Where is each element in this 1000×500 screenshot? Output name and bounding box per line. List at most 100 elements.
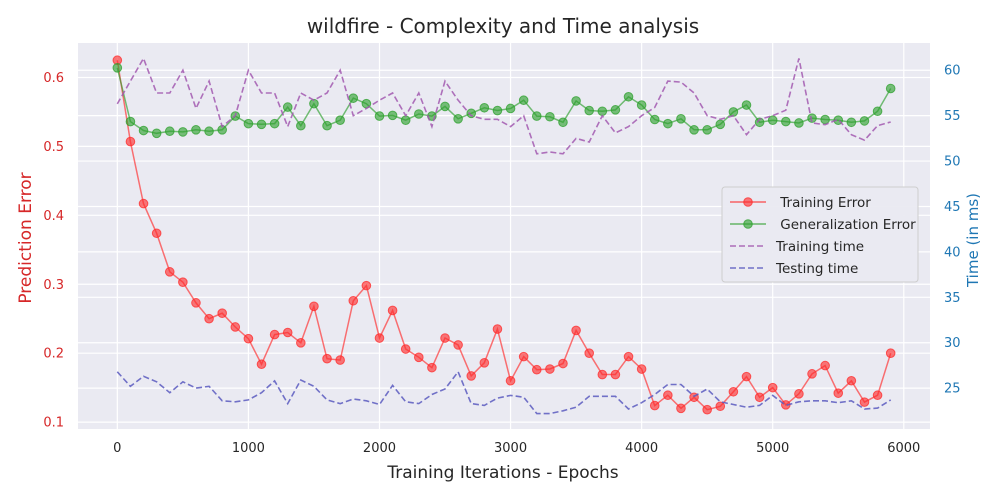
data-point-generalization-error	[296, 120, 306, 131]
data-point-generalization-error	[846, 117, 857, 128]
data-point-training-error	[623, 351, 634, 362]
data-point-training-error	[335, 355, 345, 365]
data-point-generalization-error	[191, 125, 201, 135]
legend-marker	[743, 219, 753, 229]
legend-item-training-error: Training Error	[730, 195, 871, 211]
data-point-training-error	[833, 388, 844, 398]
data-point-training-error	[492, 324, 503, 334]
data-point-training-error	[282, 327, 293, 338]
data-point-generalization-error	[885, 83, 896, 94]
legend-item-training-time: Training time	[730, 239, 864, 255]
y-right-tick-label: 30	[944, 336, 961, 351]
data-point-generalization-error	[151, 128, 162, 139]
x-tick-label: 4000	[625, 441, 658, 456]
data-point-training-error	[846, 375, 857, 386]
data-point-generalization-error	[335, 115, 345, 125]
data-point-training-error	[479, 358, 490, 368]
data-point-generalization-error	[794, 118, 804, 128]
data-point-training-error	[531, 364, 542, 375]
series-line-training-time	[116, 56, 891, 155]
data-point-training-error	[754, 392, 765, 403]
legend-item-testing-time: Testing time	[730, 261, 858, 277]
x-tick-label: 0	[113, 441, 121, 456]
data-point-training-error	[820, 360, 830, 371]
y-right-tick-label: 25	[944, 382, 961, 397]
data-point-generalization-error	[479, 102, 490, 113]
data-point-training-error	[885, 348, 896, 358]
data-point-training-error	[676, 403, 686, 414]
data-point-generalization-error	[820, 114, 830, 125]
data-point-generalization-error	[741, 100, 752, 110]
data-point-training-error	[414, 352, 424, 363]
data-point-training-error	[872, 390, 883, 401]
data-point-training-error	[466, 371, 477, 381]
data-point-training-error	[453, 340, 463, 350]
legend-item-generalization-error: Generalization Error	[730, 217, 916, 233]
data-point-training-error	[400, 344, 411, 354]
data-point-training-error	[767, 382, 778, 393]
data-point-training-error	[204, 313, 214, 324]
series-training-time	[116, 56, 891, 155]
data-point-generalization-error	[374, 111, 385, 121]
data-point-generalization-error	[649, 114, 660, 125]
data-point-training-error	[361, 280, 372, 291]
data-point-generalization-error	[859, 116, 870, 126]
x-tick-label: 3000	[494, 441, 527, 456]
y-axis-right-label: Time (in ms)	[964, 193, 982, 288]
data-point-generalization-error	[164, 126, 175, 137]
data-point-training-error	[794, 389, 804, 399]
y-right-tick-label: 55	[944, 109, 961, 124]
data-point-training-error	[164, 267, 175, 277]
data-point-generalization-error	[610, 105, 621, 115]
data-point-generalization-error	[571, 96, 581, 106]
data-point-training-error	[374, 333, 385, 343]
data-point-generalization-error	[518, 95, 529, 106]
data-point-generalization-error	[715, 119, 726, 130]
legend: Training Error Generalization Error Train…	[721, 186, 919, 283]
data-point-training-error	[309, 301, 319, 312]
data-point-training-error	[545, 364, 555, 374]
y-right-tick-label: 50	[944, 155, 961, 170]
data-point-training-error	[702, 404, 712, 415]
data-point-generalization-error	[204, 126, 214, 137]
data-point-generalization-error	[597, 106, 608, 117]
series-training-error	[112, 55, 896, 415]
chart-title: wildfire - Complexity and Time analysis	[307, 14, 699, 38]
x-tick-label: 5000	[756, 441, 789, 456]
data-point-training-error	[269, 329, 280, 340]
y-left-tick-label: 0.3	[43, 278, 64, 293]
data-point-generalization-error	[872, 106, 883, 117]
y-left-tick-label: 0.6	[43, 71, 64, 86]
data-point-generalization-error	[676, 114, 686, 124]
x-axis-label: Training Iterations - Epochs	[386, 463, 618, 483]
x-tick-label: 1000	[232, 441, 265, 456]
data-point-generalization-error	[138, 125, 149, 136]
data-point-generalization-error	[702, 125, 712, 135]
data-point-training-error	[636, 364, 647, 374]
data-point-training-error	[584, 348, 595, 358]
series-layer	[112, 55, 896, 415]
data-point-training-error	[191, 298, 201, 308]
data-point-training-error	[440, 333, 450, 343]
data-point-generalization-error	[545, 111, 555, 122]
data-point-training-error	[807, 369, 817, 379]
data-point-training-error	[610, 369, 621, 380]
data-point-training-error	[151, 228, 162, 239]
y-axis-left-label: Prediction Error	[16, 172, 36, 303]
legend-label: Training time	[775, 239, 864, 255]
data-point-generalization-error	[282, 102, 293, 112]
data-point-training-error	[387, 305, 398, 316]
data-point-generalization-error	[558, 117, 568, 128]
data-point-training-error	[138, 198, 149, 209]
data-point-generalization-error	[767, 115, 778, 125]
axis-ticks: 0 1000 2000 3000 4000 5000 6000 0.1 0.2 0.3 0.4 0.5…	[43, 64, 960, 456]
data-point-training-error	[125, 136, 136, 147]
legend-marker	[743, 197, 753, 207]
data-point-generalization-error	[112, 63, 123, 73]
series-line-testing-time	[116, 370, 892, 415]
data-point-training-error	[663, 390, 673, 401]
series-testing-time	[116, 370, 892, 415]
data-point-training-error	[558, 358, 568, 369]
data-point-generalization-error	[414, 109, 424, 119]
